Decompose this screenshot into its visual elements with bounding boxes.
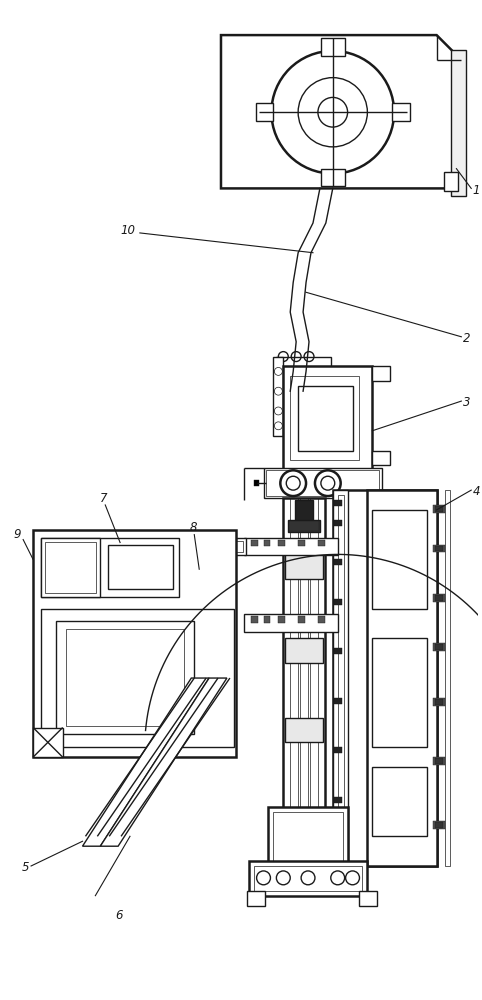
Bar bbox=[251, 616, 257, 623]
Bar bbox=[435, 546, 442, 551]
Bar bbox=[244, 614, 338, 632]
Text: 3: 3 bbox=[463, 396, 471, 409]
Bar bbox=[372, 510, 427, 609]
Bar bbox=[285, 718, 323, 742]
Bar bbox=[295, 500, 313, 525]
Bar bbox=[435, 758, 442, 764]
Bar bbox=[41, 538, 179, 597]
Bar bbox=[66, 629, 185, 726]
Bar bbox=[298, 540, 305, 546]
Bar bbox=[334, 559, 342, 565]
Bar bbox=[79, 541, 243, 552]
Bar bbox=[264, 468, 382, 498]
Bar bbox=[41, 538, 100, 597]
Bar bbox=[285, 638, 323, 663]
Bar bbox=[372, 638, 427, 747]
Bar bbox=[285, 554, 323, 579]
Bar bbox=[268, 807, 348, 866]
Bar bbox=[251, 540, 257, 546]
Bar bbox=[264, 616, 270, 623]
Bar bbox=[334, 599, 342, 605]
Bar bbox=[278, 540, 285, 546]
Bar bbox=[298, 386, 352, 451]
Text: 5: 5 bbox=[22, 861, 29, 874]
Bar bbox=[318, 540, 325, 546]
Bar bbox=[435, 699, 442, 705]
Bar bbox=[334, 836, 342, 842]
Bar bbox=[334, 648, 342, 654]
Bar bbox=[255, 103, 273, 121]
Bar bbox=[290, 498, 298, 834]
Bar bbox=[108, 545, 173, 589]
Bar bbox=[334, 797, 342, 803]
Bar bbox=[435, 506, 442, 512]
Bar bbox=[288, 520, 320, 532]
Bar bbox=[289, 521, 319, 531]
Bar bbox=[300, 498, 308, 834]
Bar bbox=[278, 616, 285, 623]
Bar bbox=[264, 540, 270, 546]
Bar bbox=[334, 698, 342, 704]
Bar bbox=[298, 616, 305, 623]
Bar bbox=[435, 822, 442, 828]
Text: 7: 7 bbox=[100, 492, 108, 505]
Bar bbox=[249, 861, 367, 896]
Bar bbox=[247, 891, 265, 906]
Bar bbox=[360, 891, 377, 906]
Bar bbox=[76, 538, 246, 555]
Text: 4: 4 bbox=[473, 485, 481, 498]
Bar bbox=[244, 538, 338, 555]
Bar bbox=[392, 103, 410, 121]
Bar bbox=[435, 595, 442, 601]
Polygon shape bbox=[221, 35, 461, 188]
Bar bbox=[333, 490, 348, 866]
Bar bbox=[433, 505, 444, 513]
Bar bbox=[433, 594, 444, 602]
Bar bbox=[367, 490, 437, 866]
Bar bbox=[56, 621, 194, 734]
Text: 10: 10 bbox=[120, 224, 135, 237]
Bar bbox=[435, 644, 442, 650]
Bar bbox=[372, 366, 390, 381]
Bar bbox=[310, 498, 318, 834]
Text: 6: 6 bbox=[115, 909, 122, 922]
Bar bbox=[273, 812, 343, 861]
Polygon shape bbox=[100, 678, 227, 846]
Bar bbox=[321, 169, 345, 186]
Text: 9: 9 bbox=[13, 528, 21, 541]
Bar bbox=[254, 480, 258, 486]
Bar bbox=[33, 728, 63, 757]
Bar bbox=[433, 545, 444, 552]
Bar bbox=[33, 530, 236, 757]
Bar bbox=[254, 866, 362, 891]
Bar bbox=[334, 520, 342, 526]
Bar bbox=[333, 490, 437, 866]
Text: 1: 1 bbox=[472, 184, 480, 197]
Bar bbox=[433, 757, 444, 765]
Bar bbox=[443, 172, 458, 191]
Bar bbox=[372, 767, 427, 836]
Bar bbox=[433, 643, 444, 651]
Bar bbox=[41, 609, 234, 747]
Bar bbox=[433, 821, 444, 829]
Bar bbox=[267, 470, 379, 496]
Bar bbox=[290, 376, 360, 460]
Bar bbox=[283, 366, 372, 475]
Bar bbox=[338, 495, 344, 861]
Bar bbox=[372, 451, 390, 465]
Bar bbox=[334, 500, 342, 506]
Bar bbox=[321, 38, 345, 56]
Bar bbox=[273, 357, 283, 436]
Text: 8: 8 bbox=[189, 521, 197, 534]
Bar bbox=[433, 698, 444, 706]
Bar bbox=[452, 50, 466, 196]
Bar bbox=[276, 357, 331, 374]
Bar bbox=[334, 747, 342, 753]
Bar bbox=[45, 542, 96, 593]
Bar bbox=[444, 490, 451, 866]
Polygon shape bbox=[82, 678, 209, 846]
Bar bbox=[283, 498, 325, 834]
Text: 2: 2 bbox=[463, 332, 471, 345]
Bar bbox=[318, 616, 325, 623]
